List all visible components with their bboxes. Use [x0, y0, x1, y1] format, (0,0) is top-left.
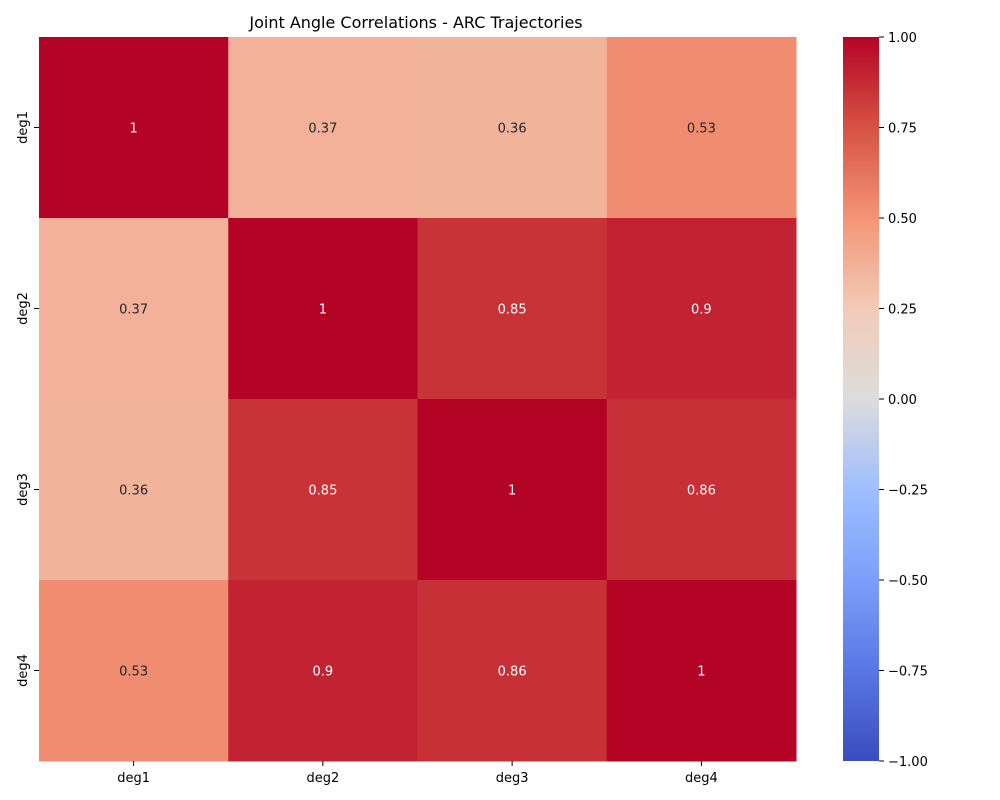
heatmap-cell — [228, 580, 418, 762]
cell-value-label: 1 — [697, 665, 705, 680]
colorbar-tick-label: −1.00 — [888, 755, 928, 770]
cell-value-label: 0.53 — [687, 122, 716, 137]
x-tick-label: deg3 — [496, 771, 529, 786]
heatmap-cell — [39, 218, 229, 400]
chart-title: Joint Angle Correlations - ARC Trajector… — [248, 13, 582, 32]
heatmap-cell — [606, 580, 797, 762]
cell-value-label: 0.9 — [313, 665, 334, 680]
heatmap-cell — [228, 218, 418, 400]
colorbar-tick-label: −0.25 — [888, 484, 928, 499]
colorbar — [843, 37, 879, 761]
cell-value-label: 0.85 — [308, 484, 337, 499]
cell-value-label: 1 — [319, 303, 327, 318]
heatmap-cells: 1 0.37 0.36 0.53 0.37 1 0.85 0.9 0.36 0.85 1 0.86 0.… — [39, 37, 797, 762]
colorbar-tick-label: 0.25 — [888, 303, 917, 318]
heatmap-cell — [417, 37, 608, 219]
y-tick-label: deg3 — [16, 473, 31, 506]
y-tick-label: deg4 — [16, 654, 31, 687]
colorbar-tick-label: −0.75 — [888, 665, 928, 680]
heatmap-cell — [606, 218, 797, 400]
x-tick-label: deg4 — [685, 771, 718, 786]
cell-value-label: 0.36 — [498, 122, 527, 137]
colorbar-tick-label: 1.00 — [888, 31, 917, 46]
heatmap-cell — [417, 399, 608, 581]
heatmap-cell — [417, 580, 608, 762]
heatmap-cell — [417, 218, 608, 400]
heatmap-cell — [606, 399, 797, 581]
heatmap-cell — [228, 399, 418, 581]
cell-value-label: 1 — [508, 484, 516, 499]
heatmap-cell — [39, 580, 229, 762]
y-tick-label: deg2 — [16, 292, 31, 325]
heatmap-cell — [228, 37, 418, 219]
x-axis: deg1 deg2 deg3 deg4 — [117, 761, 718, 786]
heatmap-cell — [39, 37, 229, 219]
cell-value-label: 0.9 — [691, 303, 712, 318]
x-tick-label: deg1 — [117, 771, 150, 786]
colorbar-tick-label: −0.50 — [888, 574, 928, 589]
cell-value-label: 1 — [129, 122, 137, 137]
colorbar-axis: 1.00 0.75 0.50 0.25 0.00 −0.25 −0.50 −0.75 −1.00 — [879, 31, 928, 770]
cell-value-label: 0.86 — [498, 665, 527, 680]
x-tick-label: deg2 — [306, 771, 339, 786]
cell-value-label: 0.85 — [498, 303, 527, 318]
heatmap-cell — [606, 37, 797, 219]
cell-value-label: 0.86 — [687, 484, 716, 499]
colorbar-tick-label: 0.75 — [888, 122, 917, 137]
colorbar-tick-label: 0.50 — [888, 212, 917, 227]
y-tick-label: deg1 — [16, 111, 31, 144]
cell-value-label: 0.37 — [119, 303, 148, 318]
cell-value-label: 0.36 — [119, 484, 148, 499]
colorbar-tick-label: 0.00 — [888, 393, 917, 408]
heatmap-cell — [39, 399, 229, 581]
y-axis: deg1 deg2 deg3 deg4 — [16, 111, 39, 687]
cell-value-label: 0.53 — [119, 665, 148, 680]
cell-value-label: 0.37 — [308, 122, 337, 137]
